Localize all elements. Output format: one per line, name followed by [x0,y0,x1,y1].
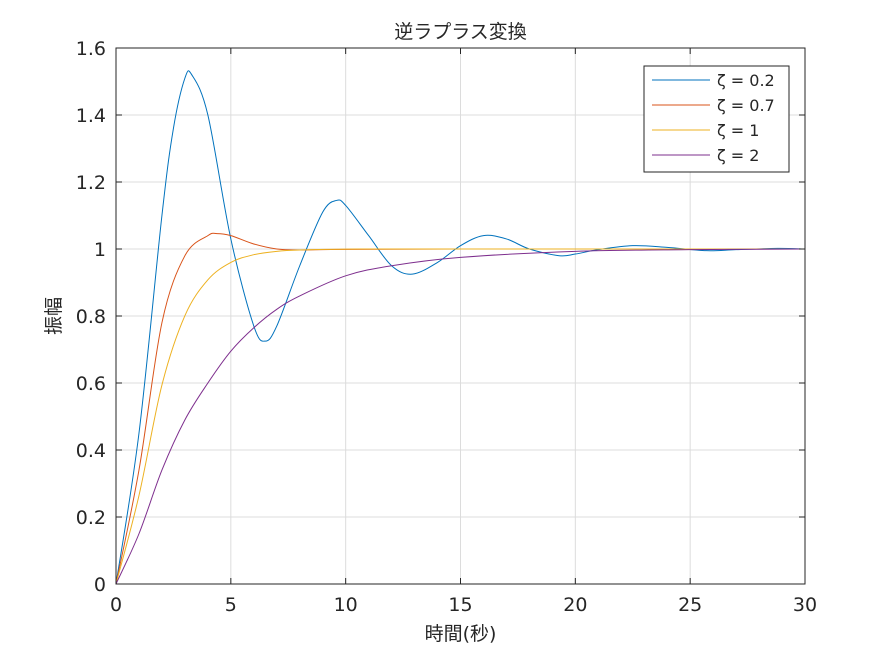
x-tick-label: 20 [563,594,587,616]
series-line-4 [115,248,806,585]
x-tick-label: 10 [334,594,358,616]
legend: ζ = 0.2 ζ = 0.7 ζ = 1 ζ = 2 [643,65,790,173]
y-tick-label: 0.6 [76,373,106,395]
legend-label-1: ζ = 0.2 [717,71,775,90]
legend-label-2: ζ = 0.7 [717,96,775,115]
y-tick-label: 1.6 [76,38,106,60]
y-tick-label: 0.2 [76,507,106,529]
y-tick-label: 0.8 [76,306,106,328]
x-tick-label: 5 [225,594,237,616]
legend-label-3: ζ = 1 [717,121,759,140]
series-line-1 [115,70,806,585]
y-tick-label: 1.2 [76,172,106,194]
x-tick-label: 0 [110,594,122,616]
chart-title: 逆ラプラス変換 [394,21,527,43]
series-group [115,70,806,585]
y-tick-label: 0.4 [76,440,106,462]
x-tick-label: 30 [793,594,817,616]
x-tick-label: 15 [448,594,472,616]
y-tick-label: 0 [94,574,106,596]
x-tick-label: 25 [678,594,702,616]
legend-label-4: ζ = 2 [717,146,759,165]
y-axis-title: 振幅 [43,297,65,335]
y-tick-label: 1.4 [76,105,106,127]
y-tick-label: 1 [94,239,106,261]
legend-box [643,65,790,173]
x-tick-labels: 0 5 10 15 20 25 30 [110,594,817,616]
axis-ticks [115,47,806,585]
series-line-3 [115,248,805,585]
y-tick-labels: 0 0.2 0.4 0.6 0.8 1 1.2 1.4 1.6 [76,38,106,596]
x-axis-title: 時間(秒) [425,623,497,645]
